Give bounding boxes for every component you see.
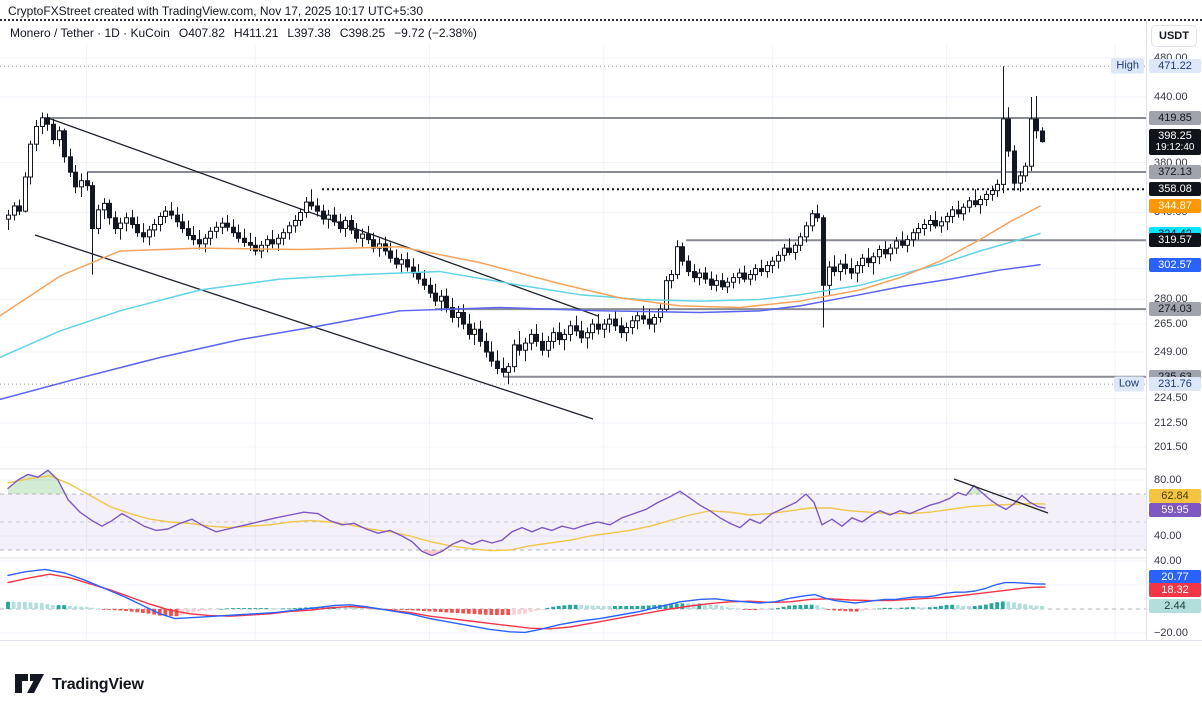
price-tick: 224.50	[1154, 392, 1188, 405]
pane-separators	[0, 468, 1146, 559]
ohlc-high: H411.21	[233, 26, 279, 40]
axis-badge-gray: 372.13	[1149, 165, 1201, 180]
range-label-low: Low	[1113, 376, 1144, 392]
chart-canvas[interactable]: JunJulAugSepOctNovDec	[0, 0, 1146, 663]
time-axis[interactable]	[0, 640, 1202, 664]
ohlc-close: C398.25	[339, 26, 386, 40]
ohlc-low: L397.38	[287, 26, 331, 40]
price-level-lines	[48, 116, 1146, 378]
axis-badge-gray: 419.85	[1149, 110, 1201, 125]
axis-badge-black: 358.08	[1149, 182, 1201, 197]
axis-badge-purple: 59.95	[1149, 503, 1201, 518]
axis-badge-highlow: 231.76	[1149, 377, 1201, 392]
price-tick: 249.00	[1154, 346, 1188, 359]
axis-badge-blue: 302.57	[1149, 257, 1201, 272]
chart-svg: JunJulAugSepOctNovDec	[0, 45, 1146, 659]
axis-badge-black: 319.57	[1149, 233, 1201, 248]
currency-toggle-button[interactable]: USDT	[1151, 25, 1197, 47]
tradingview-logo-icon[interactable]	[15, 674, 45, 695]
axis-badge-mteal: 2.44	[1149, 599, 1201, 614]
axis-badge-yellow: 62.84	[1149, 489, 1201, 504]
price-axis[interactable]: USDT 480.00440.00380.00340.00300.00280.0…	[1146, 21, 1202, 663]
axis-badge-price: 398.25 19:12:40	[1149, 128, 1201, 155]
macd-pane	[0, 568, 1146, 634]
price-tick: 212.50	[1154, 417, 1188, 430]
price-tick: 440.00	[1154, 90, 1188, 103]
price-tick: 265.00	[1154, 318, 1188, 331]
watermark-credit: CryptoFXStreet created with TradingView.…	[8, 4, 423, 18]
footer-bar: TradingView	[0, 663, 1202, 706]
moving-averages	[0, 205, 1041, 401]
axis-badge-highlow: 471.22	[1149, 59, 1201, 74]
ohlc-open: O407.82	[178, 26, 225, 40]
rsi-tick: 40.00	[1154, 530, 1182, 542]
price-tick: 201.50	[1154, 440, 1188, 453]
axis-badge-orange: 344.87	[1149, 199, 1201, 214]
candles-layer	[6, 66, 1045, 385]
grid-layer	[0, 45, 1146, 640]
macd-tick: 40.00	[1154, 555, 1182, 567]
countdown-timer: 19:12:40	[1155, 141, 1195, 153]
axis-badge-mred: 18.32	[1149, 583, 1201, 598]
rsi-pane	[0, 469, 1146, 557]
high-low-lines	[0, 65, 1146, 385]
ohlc-change: −9.72 (−2.38%)	[394, 26, 477, 40]
axis-badge-gray: 274.03	[1149, 302, 1201, 317]
rsi-tick: 80.00	[1154, 474, 1182, 486]
top-dotted-separator	[0, 19, 1202, 21]
symbol-info-bar[interactable]: Monero / Tether · 1D · KuCoin O407.82 H4…	[10, 26, 477, 40]
tradingview-brand-text[interactable]: TradingView	[52, 675, 144, 693]
macd-tick: −20.00	[1154, 627, 1188, 639]
axis-badge-mblue: 20.77	[1149, 570, 1201, 585]
symbol-title[interactable]: Monero / Tether · 1D · KuCoin	[10, 26, 170, 40]
range-label-high: High	[1111, 58, 1144, 74]
